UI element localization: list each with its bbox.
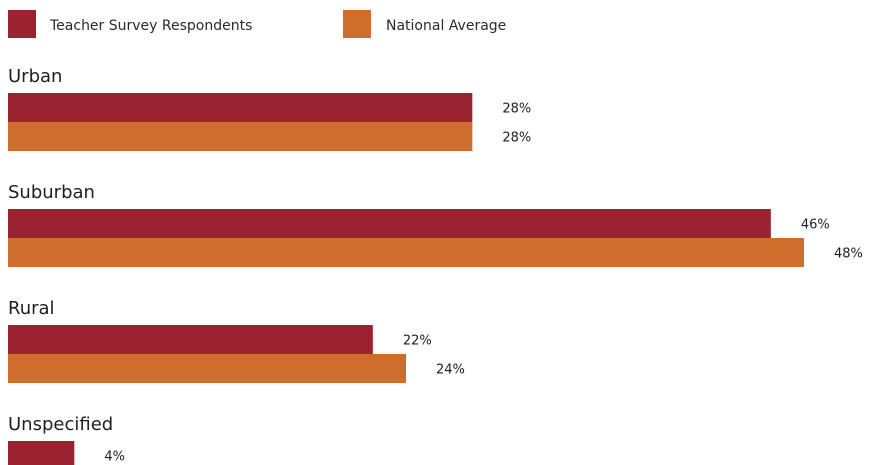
value-label-rural-national: 24% — [436, 363, 465, 378]
category-label-suburban: Suburban — [8, 182, 95, 203]
bar-unspecified-teacher — [8, 441, 75, 465]
value-label-unspecified-teacher: 4% — [104, 450, 125, 465]
bar-rural-teacher — [8, 325, 373, 354]
bars-group: Urban 28% 28% Suburban 46% 48% Rural 22% 24% Unsp… — [8, 66, 863, 465]
bar-urban-teacher — [8, 93, 473, 122]
bar-suburban-teacher — [8, 209, 771, 238]
category-label-urban: Urban — [8, 66, 62, 87]
legend-swatch-national — [343, 10, 371, 38]
legend-swatch-teacher — [8, 10, 36, 38]
value-label-rural-teacher: 22% — [403, 334, 432, 349]
legend-label-national: National Average — [386, 18, 506, 34]
value-label-urban-national: 28% — [502, 131, 531, 146]
bar-urban-national — [8, 122, 473, 151]
value-label-suburban-national: 48% — [834, 247, 863, 262]
category-label-unspecified: Unspecified — [8, 414, 113, 435]
value-label-urban-teacher: 28% — [502, 102, 531, 117]
value-label-suburban-teacher: 46% — [801, 218, 830, 233]
category-label-rural: Rural — [8, 298, 55, 319]
bar-rural-national — [8, 354, 406, 383]
legend: Teacher Survey Respondents National Aver… — [8, 10, 506, 38]
bar-suburban-national — [8, 238, 804, 267]
legend-label-teacher: Teacher Survey Respondents — [49, 18, 252, 34]
